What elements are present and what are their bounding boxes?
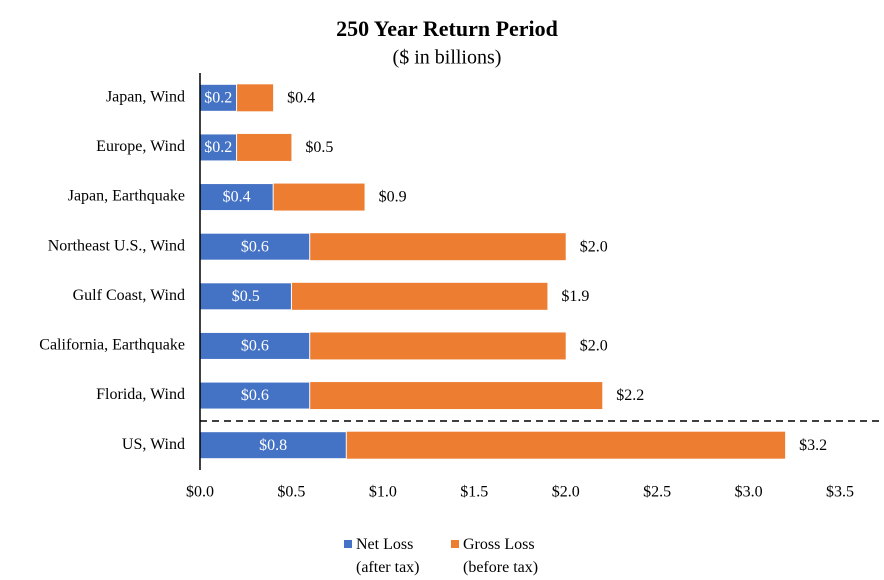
bar (199, 282, 292, 311)
x-tick-label: $1.0 (369, 484, 397, 501)
legend-label: Net Loss (after tax) (356, 536, 420, 576)
value-label: $0.9 (379, 189, 407, 206)
value-label: $2.2 (616, 387, 644, 404)
x-tick-label: $3.5 (826, 484, 854, 501)
y-tick-label: Europe, Wind (96, 138, 185, 155)
value-label: $0.8 (259, 437, 287, 454)
x-tick-label: $2.5 (643, 484, 671, 501)
x-tick-label: $0.5 (277, 484, 305, 501)
x-tick-label: $1.5 (460, 484, 488, 501)
value-label: $2.0 (580, 338, 608, 355)
y-tick-label: Japan, Wind (106, 88, 185, 105)
value-label: $0.6 (241, 387, 269, 404)
bar (199, 381, 311, 410)
chart-subtitle: ($ in billions) (393, 47, 502, 69)
value-label: $0.5 (232, 288, 260, 305)
value-label: $1.9 (561, 288, 589, 305)
chart-title: 250 Year Return Period (336, 16, 558, 41)
value-label: $3.2 (799, 437, 827, 454)
legend-swatch (344, 540, 352, 548)
bar (199, 133, 238, 162)
bar (199, 183, 274, 212)
bar (199, 331, 311, 360)
x-tick-label: $2.0 (552, 484, 580, 501)
x-tick-label: $3.0 (735, 484, 763, 501)
y-tick-label: Japan, Earthquake (68, 188, 185, 205)
bar (199, 83, 238, 112)
bar (199, 431, 347, 460)
value-label: $0.5 (305, 139, 333, 156)
y-tick-label: Gulf Coast, Wind (73, 287, 185, 304)
x-tick-label: $0.0 (186, 484, 214, 501)
y-tick-label: California, Earthquake (39, 337, 185, 354)
value-label: $0.6 (241, 338, 269, 355)
value-label: $0.6 (241, 238, 269, 255)
value-label: $0.4 (287, 89, 315, 106)
y-tick-label: Florida, Wind (96, 386, 185, 403)
legend-label: Gross Loss (before tax) (463, 536, 539, 576)
y-tick-label: US, Wind (122, 436, 185, 453)
value-label: $0.2 (204, 139, 232, 156)
legend-swatch (451, 540, 459, 548)
legend-item: Net Loss (after tax) (344, 533, 446, 579)
legend-item: Gross Loss (before tax) (451, 533, 553, 579)
value-label: $2.0 (580, 238, 608, 255)
value-label: $0.2 (204, 89, 232, 106)
y-tick-label: Northeast U.S., Wind (48, 237, 185, 254)
value-label: $0.4 (223, 189, 251, 206)
